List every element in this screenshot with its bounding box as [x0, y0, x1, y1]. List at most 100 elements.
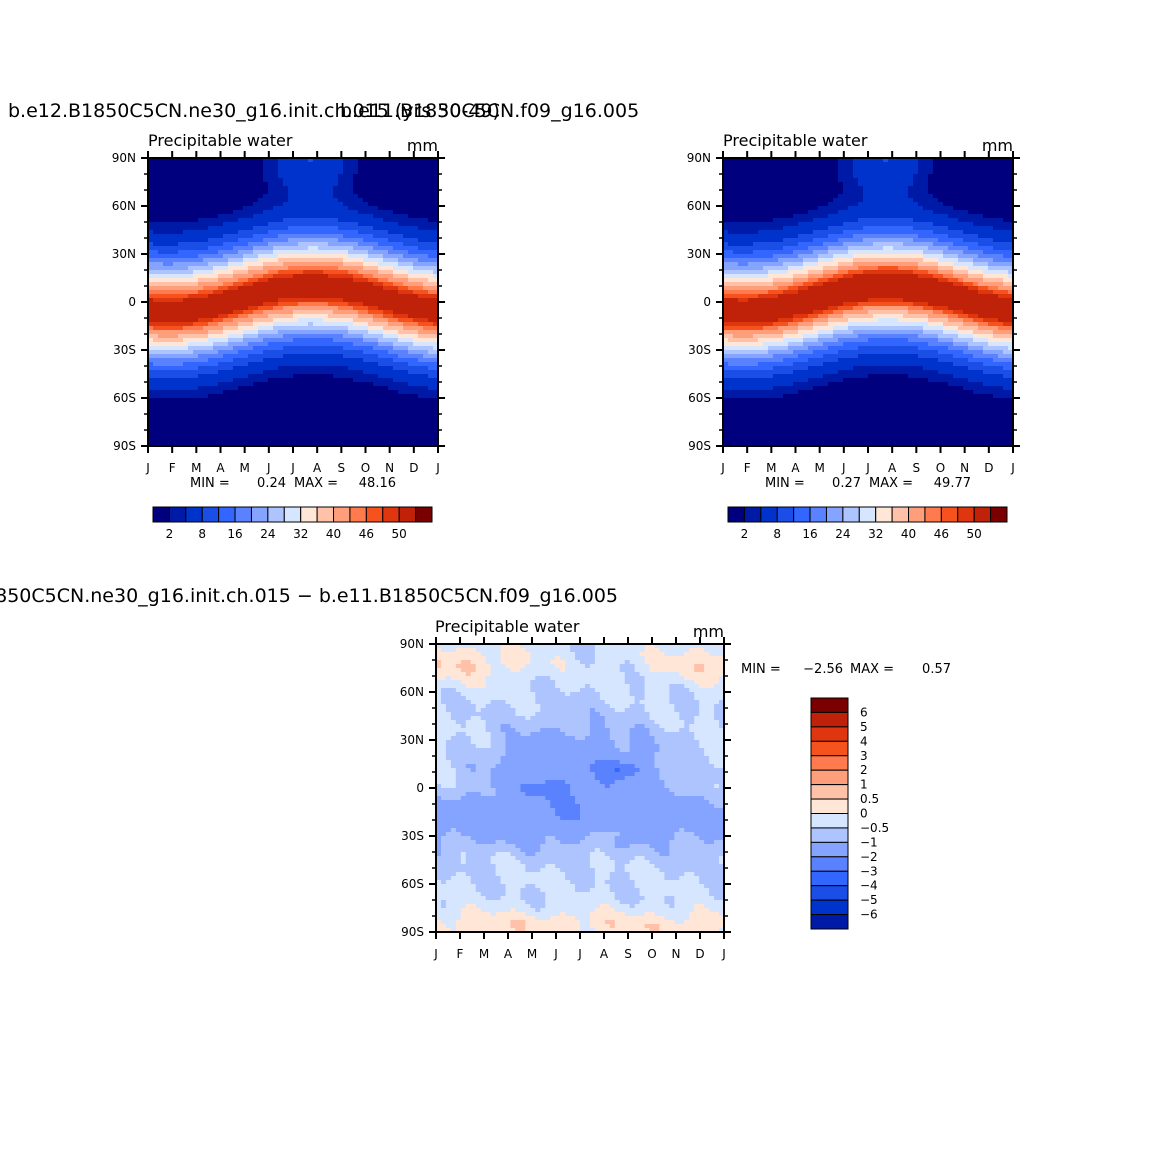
field-cell [818, 186, 824, 191]
field-cell [203, 178, 209, 183]
field-cell [343, 278, 349, 283]
field-cell [418, 322, 424, 327]
field-cell [413, 410, 419, 415]
field-cell [308, 338, 314, 343]
colorbar-label: 8 [198, 527, 206, 541]
field-cell [423, 322, 429, 327]
field-cell [233, 194, 239, 199]
field-cell [163, 206, 169, 211]
field-cell [393, 326, 399, 331]
field-cell [273, 434, 279, 439]
field-cell [303, 198, 309, 203]
field-cell [198, 414, 204, 419]
field-cell [348, 362, 354, 367]
field-cell [223, 354, 229, 359]
field-cell [188, 174, 194, 179]
field-cell [278, 318, 284, 323]
field-cell [348, 166, 354, 171]
field-cell [273, 326, 279, 331]
field-cell [398, 422, 404, 427]
field-cell [328, 298, 334, 303]
field-cell [298, 162, 304, 167]
field-cell [298, 346, 304, 351]
field-cell [243, 422, 249, 427]
field-cell [163, 198, 169, 203]
field-cell [173, 402, 179, 407]
field-cell [338, 338, 344, 343]
field-cell [233, 310, 239, 315]
field-cell [178, 434, 184, 439]
field-cell [433, 170, 439, 175]
field-cell [413, 386, 419, 391]
field-cell [253, 170, 259, 175]
field-cell [818, 178, 824, 183]
field-cell [363, 430, 369, 435]
field-cell [258, 310, 264, 315]
field-cell [953, 162, 959, 167]
field-cell [168, 246, 174, 251]
field-cell [233, 162, 239, 167]
field-cell [283, 238, 289, 243]
field-cell [168, 426, 174, 431]
field-cell [903, 170, 909, 175]
field-cell [228, 390, 234, 395]
field-cell [378, 346, 384, 351]
field-cell [358, 258, 364, 263]
field-cell [403, 186, 409, 191]
field-cell [313, 362, 319, 367]
field-cell [753, 202, 759, 207]
field-cell [228, 246, 234, 251]
field-cell [213, 394, 219, 399]
field-cell [193, 166, 199, 171]
field-cell [358, 342, 364, 347]
field-cell [213, 418, 219, 423]
field-cell [778, 186, 784, 191]
field-cell [198, 214, 204, 219]
field-cell [263, 186, 269, 191]
field-cell [248, 226, 254, 231]
field-cell [233, 186, 239, 191]
field-cell [223, 314, 229, 319]
field-cell [403, 174, 409, 179]
field-cell [408, 330, 414, 335]
field-cell [233, 210, 239, 215]
field-cell [768, 198, 774, 203]
field-cell [248, 242, 254, 247]
field-cell [238, 206, 244, 211]
field-cell [278, 394, 284, 399]
field-cell [208, 354, 214, 359]
field-cell [218, 362, 224, 367]
field-cell [333, 318, 339, 323]
field-cell [288, 198, 294, 203]
field-cell [968, 198, 974, 203]
field-cell [288, 310, 294, 315]
x-tick-label: M [239, 461, 249, 475]
field-cell [348, 338, 354, 343]
field-cell [193, 318, 199, 323]
field-cell [163, 422, 169, 427]
field-cell [413, 326, 419, 331]
field-cell [348, 162, 354, 167]
field-cell [288, 298, 294, 303]
field-cell [278, 334, 284, 339]
field-cell [248, 434, 254, 439]
field-cell [983, 190, 989, 195]
field-cell [273, 378, 279, 383]
field-cell [263, 194, 269, 199]
field-cell [348, 322, 354, 327]
field-cell [368, 330, 374, 335]
field-cell [248, 182, 254, 187]
field-cell [293, 430, 299, 435]
field-cell [178, 242, 184, 247]
field-cell [188, 438, 194, 443]
field-cell [983, 158, 989, 163]
field-cell [193, 290, 199, 295]
field-cell [158, 306, 164, 311]
field-cell [268, 302, 274, 307]
field-cell [408, 190, 414, 195]
field-cell [333, 314, 339, 319]
field-cell [378, 394, 384, 399]
field-cell [263, 254, 269, 259]
field-cell [388, 422, 394, 427]
field-cell [153, 382, 159, 387]
